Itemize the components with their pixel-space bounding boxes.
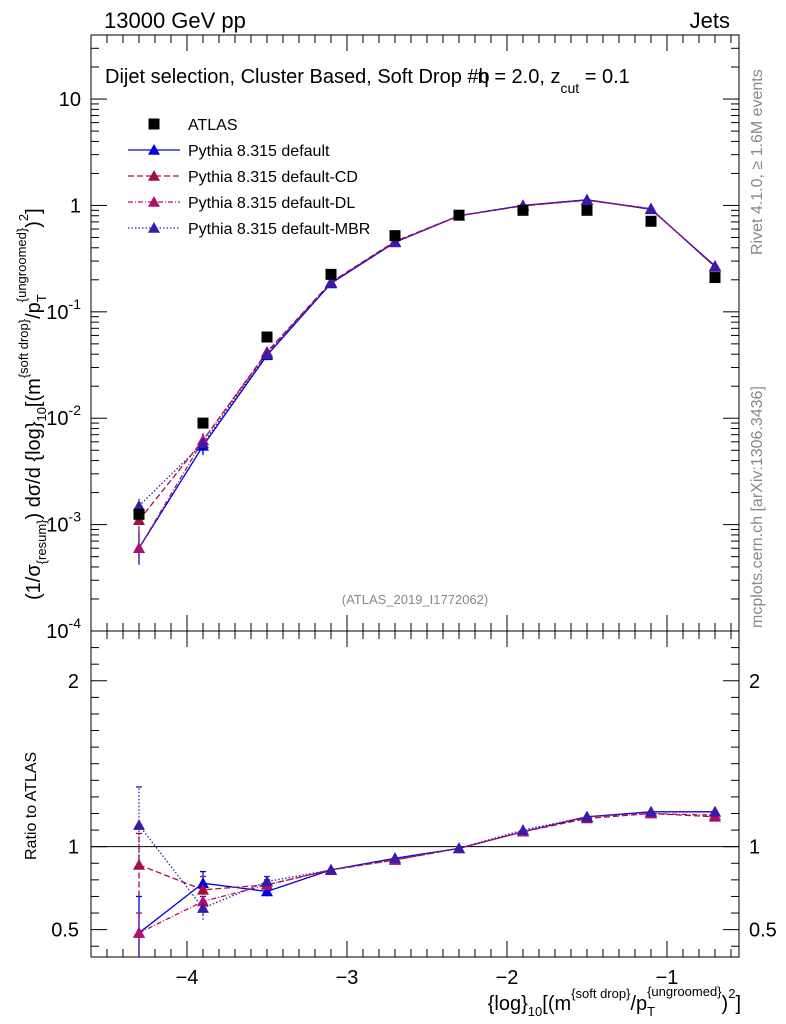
ratio-y-tick-label-left: 0.5 (51, 920, 79, 942)
legend-label-pythia-8-315-default: Pythia 8.315 default (188, 143, 330, 160)
main-panel: 10-4 10-3 10-2 10-1 1 10 Dijet selection, Clu… (14, 34, 740, 643)
main-point-pythia-8-315-default-dl (133, 542, 145, 554)
ratio-x-ticks: −4 −3 −2 −1 (90, 631, 732, 989)
main-y-tick-label: 10-4 (46, 615, 81, 643)
chart-title-tail: = 2.0, z (489, 66, 561, 88)
ratio-point-pythia-8-315-default-mbr (581, 810, 593, 822)
ratio-point-pythia-8-315-default (197, 877, 209, 888)
x-tick-label: −1 (656, 967, 679, 989)
main-error-bars (138, 348, 268, 565)
main-point-atlas (517, 204, 529, 216)
x-tick-label: −4 (176, 967, 199, 989)
main-point-pythia-8-315-default-mbr (133, 499, 145, 511)
ratio-point-pythia-8-315-default-mbr (261, 875, 273, 887)
ratio-point-pythia-8-315-default-cd (197, 883, 209, 895)
main-point-atlas (453, 209, 465, 221)
ratio-line-pythia-8-315-default-cd (138, 812, 716, 891)
main-point-atlas (325, 268, 337, 280)
legend-label-atlas: ATLAS (188, 117, 238, 134)
ratio-point-pythia-8-315-default-mbr (389, 852, 401, 864)
main-point-pythia-8-315-default-mbr (645, 202, 657, 214)
main-line-pythia-8-315-default (138, 199, 716, 549)
chart-title-eta: η (478, 66, 489, 88)
main-series-lines (138, 199, 716, 549)
ratio-point-pythia-8-315-default-dl (133, 926, 145, 938)
legend-marker-pythia-8-315-default-dl (148, 196, 160, 207)
x-tick-label: −2 (496, 967, 519, 989)
main-point-pythia-8-315-default-mbr (325, 276, 337, 288)
ratio-point-pythia-8-315-default-mbr (645, 805, 657, 817)
ratio-y-tick-label-right: 0.5 (749, 920, 777, 942)
ratio-point-pythia-8-315-default-mbr (709, 805, 721, 817)
main-y-tick-label: 10 (59, 89, 81, 111)
ratio-point-pythia-8-315-default (261, 885, 273, 897)
main-line-pythia-8-315-default-dl (138, 199, 716, 549)
legend-marker-atlas (148, 118, 160, 130)
ratio-point-pythia-8-315-default-mbr (133, 819, 145, 830)
analysis-label: (ATLAS_2019_I1772062) (342, 592, 488, 607)
ratio-y-tick-label-right: 1 (749, 837, 760, 859)
main-x-ticks (90, 35, 732, 631)
ratio-frame (90, 630, 740, 958)
ratio-line-pythia-8-315-default-mbr (138, 811, 715, 909)
main-markers (133, 193, 721, 554)
main-y-tick-label: 1 (70, 195, 81, 217)
ratio-point-pythia-8-315-default-mbr (453, 842, 465, 854)
legend-label-pythia-8-315-default-cd: Pythia 8.315 default-CD (188, 169, 358, 186)
main-y-tick-label: 10-3 (46, 509, 81, 537)
ratio-point-pythia-8-315-default-mbr (325, 863, 337, 875)
header-right: Jets (690, 8, 730, 33)
main-point-pythia-8-315-default-mbr (709, 260, 721, 272)
legend-label-pythia-8-315-default-dl: Pythia 8.315 default-DL (188, 195, 355, 212)
ratio-y-tick-label-left: 1 (68, 837, 79, 859)
ratio-point-pythia-8-315-default-mbr (517, 824, 529, 835)
main-point-atlas (645, 215, 657, 227)
chart-title-tail-end: = 0.1 (579, 66, 630, 88)
ratio-markers (133, 805, 721, 938)
ratio-y-tick-label-left: 2 (68, 671, 79, 693)
main-point-pythia-8-315-default-mbr (261, 348, 273, 359)
main-point-atlas (197, 417, 209, 429)
main-line-pythia-8-315-default-cd (138, 199, 716, 521)
legend-marker-pythia-8-315-default-cd (148, 170, 160, 181)
chart-title-main: Dijet selection, Cluster Based, Soft Dro… (105, 66, 490, 88)
legend-marker-pythia-8-315-default-mbr (148, 222, 160, 233)
ratio-line-pythia-8-315-default-dl (138, 812, 716, 934)
main-y-tick-label: 10-1 (46, 296, 81, 324)
main-point-atlas (261, 331, 273, 343)
legend-marker-pythia-8-315-default (148, 144, 160, 155)
ratio-line-pythia-8-315-default (138, 811, 715, 934)
main-point-atlas (389, 230, 401, 242)
main-point-pythia-8-315-default-mbr (581, 193, 593, 205)
ratio-y-axis-title: Ratio to ATLAS (23, 752, 40, 860)
main-y-tick-label: 10-2 (46, 402, 81, 430)
rivet-label: Rivet 4.1.0, ≥ 1.6M events (749, 69, 766, 255)
ratio-point-pythia-8-315-default-dl (197, 895, 209, 907)
header-left: 13000 GeV pp (104, 8, 246, 33)
chart-title: Dijet selection, Cluster Based, Soft Dro… (105, 66, 630, 96)
main-line-pythia-8-315-default-mbr (138, 199, 716, 507)
chart-title-tail-sub: cut (560, 80, 579, 96)
ratio-point-pythia-8-315-default-cd (133, 858, 145, 870)
x-axis-title: {log}10[(m{soft drop}/pT{ungroomed})2] (488, 984, 741, 1019)
main-y-ticks: 10-4 10-3 10-2 10-1 1 10 (46, 34, 739, 643)
x-tick-label: −3 (336, 967, 359, 989)
ratio-point-pythia-8-315-default-mbr (197, 902, 209, 913)
ratio-y-ticks: 0.5 0.5 1 1 2 2 (51, 647, 777, 947)
ratio-panel: 0.5 0.5 1 1 2 2 −4 −3 −2 −1 Ratio to ATLAS {log}… (23, 630, 777, 1019)
main-point-atlas (709, 272, 721, 284)
legend: ATLAS Pythia 8.315 default Pythia 8.315 de… (128, 117, 370, 238)
main-point-atlas (581, 204, 593, 216)
ratio-series-lines (138, 811, 716, 934)
ratio-y-tick-label-right: 2 (749, 671, 760, 693)
main-point-pythia-8-315-default-mbr (389, 236, 401, 248)
main-point-atlas (133, 508, 145, 520)
main-point-pythia-8-315-default-mbr (197, 437, 209, 449)
main-y-axis-title: (1/σ{resum}) dσ/d {log}10[(m{soft drop}/… (14, 208, 49, 600)
legend-label-pythia-8-315-default-mbr: Pythia 8.315 default-MBR (188, 221, 370, 238)
mcplots-label: mcplots.cern.ch [arXiv:1306.3436] (749, 386, 766, 628)
